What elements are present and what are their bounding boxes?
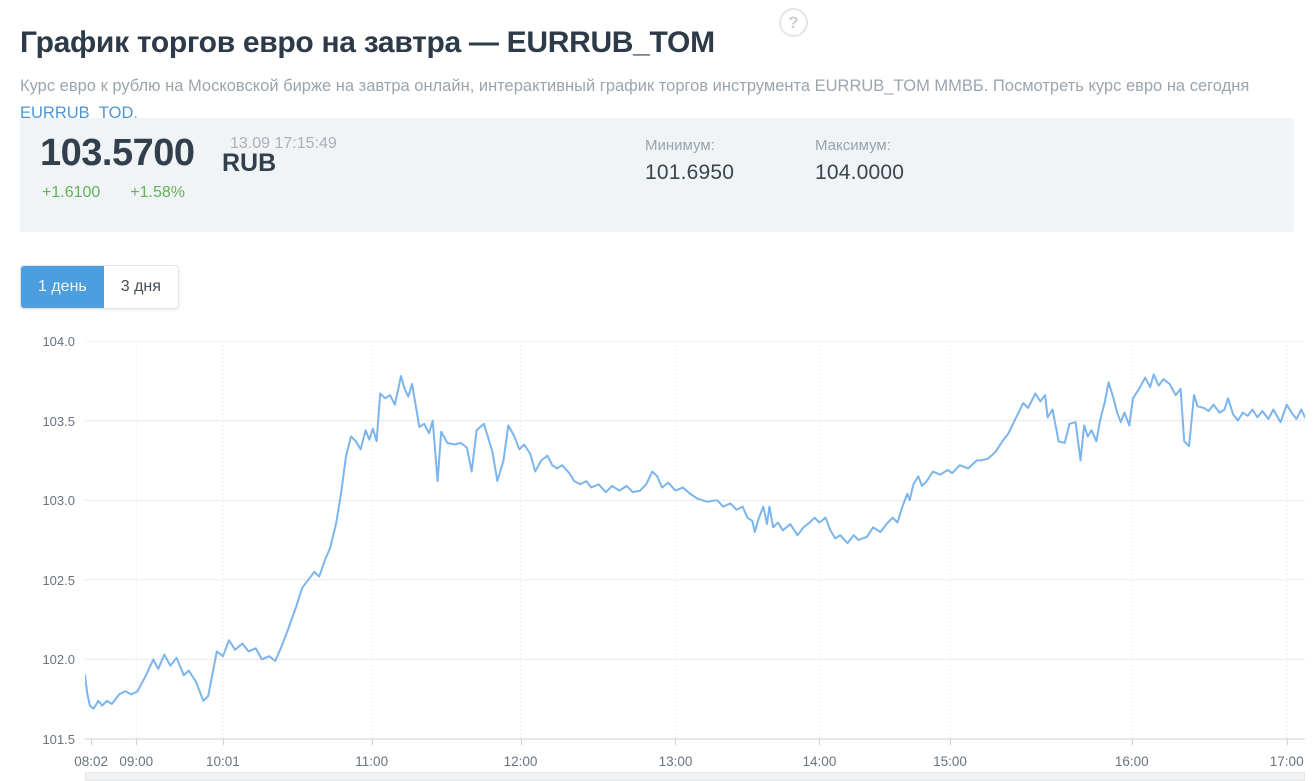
x-axis-tick — [819, 739, 821, 745]
eurrub-tod-link[interactable]: EURRUB_TOD — [20, 103, 134, 122]
y-axis-label: 102.0 — [42, 652, 75, 668]
timeframe-tabs: 1 день 3 дня — [20, 265, 179, 309]
help-icon[interactable]: ? — [779, 8, 808, 37]
tab-3-days[interactable]: 3 дня — [120, 278, 161, 295]
price-chart: 104.0 103.5 103.0 102.5 102.0 101.5 08:02 09:0… — [0, 330, 1314, 781]
currency-label: RUB — [222, 149, 277, 177]
chart-plot[interactable] — [85, 341, 1305, 740]
price-change-pct: +1.58% — [130, 184, 185, 201]
x-axis-label: 16:00 — [1114, 754, 1149, 769]
page-title: График торгов евро на завтра — EURRUB_TO… — [20, 26, 715, 60]
price-change-abs: +1.6100 — [42, 184, 101, 201]
minimum-label: Минимум: — [645, 137, 715, 154]
x-axis-tick — [136, 739, 138, 745]
maximum-value: 104.0000 — [815, 161, 905, 184]
subtitle-text: Курс евро к рублю на Московской бирже на… — [20, 76, 1250, 95]
y-axis-label: 103.5 — [42, 413, 75, 429]
tab-1-day[interactable]: 1 день — [21, 266, 104, 308]
x-axis-label: 15:00 — [933, 754, 967, 769]
price-line-series — [85, 373, 1305, 710]
subtitle-suffix: . — [133, 103, 138, 122]
y-axis-label: 104.0 — [42, 334, 75, 349]
x-axis-tick — [371, 739, 373, 745]
maximum-block: Максимум: 104.0000 — [815, 137, 904, 185]
maximum-label: Максимум: — [815, 137, 891, 154]
x-axis-tick — [949, 739, 951, 745]
quote-timestamp: 13.09 17:15:49 — [230, 135, 337, 152]
x-axis-tick — [520, 739, 522, 745]
x-axis-tick — [91, 739, 93, 745]
price-change-row: +1.6100 +1.58% — [42, 184, 215, 202]
quote-panel: 103.5700 RUB 13.09 17:15:49 +1.6100 +1.58… — [20, 118, 1294, 232]
y-axis-label: 103.0 — [42, 493, 75, 509]
x-axis-label: 11:00 — [355, 754, 389, 769]
x-axis-label: 12:00 — [503, 754, 538, 769]
x-axis-tick — [222, 739, 224, 745]
minimum-block: Минимум: 101.6950 — [645, 137, 734, 185]
x-axis-label: 13:00 — [658, 754, 693, 769]
x-axis-tick — [1131, 739, 1133, 745]
x-axis-label: 17:00 — [1269, 754, 1304, 769]
current-price: 103.5700 — [40, 132, 195, 174]
x-axis-label: 09:00 — [119, 754, 154, 769]
x-axis-label: 14:00 — [802, 754, 837, 769]
y-axis-label: 102.5 — [42, 572, 75, 588]
page-subtitle: Курс евро к рублю на Московской бирже на… — [20, 73, 1300, 127]
x-axis-label: 08:02 — [74, 754, 108, 769]
x-axis-tick — [675, 739, 677, 745]
x-axis-tick — [1286, 739, 1288, 745]
y-axis-label: 101.5 — [42, 732, 75, 747]
minimum-value: 101.6950 — [645, 161, 735, 184]
x-axis-label: 10:01 — [205, 754, 240, 769]
